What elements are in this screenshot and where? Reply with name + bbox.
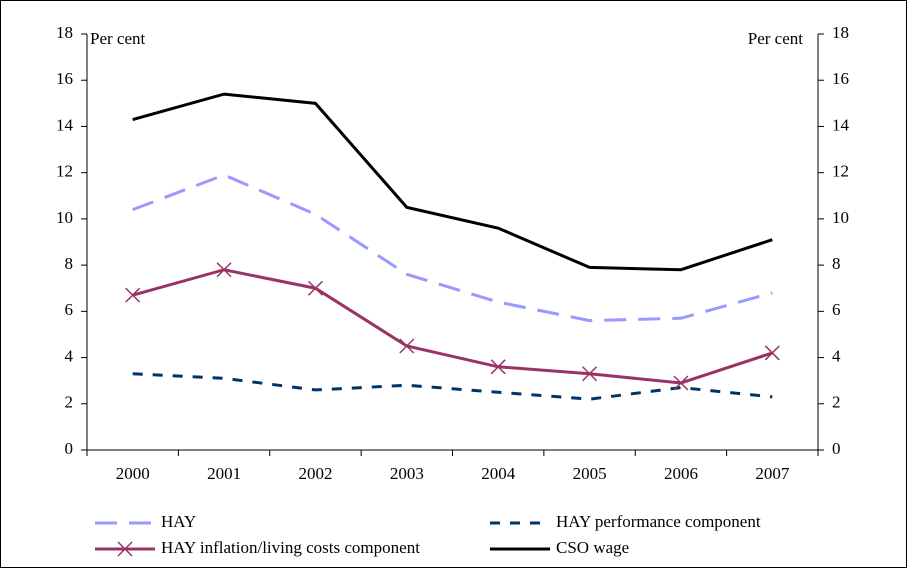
- x-tick-label: 2001: [207, 464, 241, 483]
- y-tick-label: 2: [65, 393, 74, 412]
- series-marker: [764, 345, 780, 361]
- series-line: [132, 173, 773, 323]
- series-marker: [673, 375, 689, 391]
- x-tick-label: 2000: [116, 464, 150, 483]
- x-tick-label: 2004: [481, 464, 516, 483]
- x-tick-label: 2002: [298, 464, 332, 483]
- y2-tick-label: 4: [832, 346, 841, 365]
- series-marker: [490, 359, 506, 375]
- series-marker: [399, 338, 415, 354]
- y2-tick-label: 18: [832, 23, 849, 42]
- y2-tick-label: 8: [832, 254, 841, 273]
- y-tick-label: 16: [56, 69, 73, 88]
- x-tick-label: 2006: [664, 464, 698, 483]
- y-tick-label: 10: [56, 208, 73, 227]
- y2-tick-label: 16: [832, 69, 849, 88]
- y-tick-label: 4: [65, 346, 74, 365]
- series-marker: [582, 366, 598, 382]
- y-tick-label: 6: [65, 300, 74, 319]
- y2-tick-label: 2: [832, 393, 841, 412]
- y-tick-label: 18: [56, 23, 73, 42]
- series-marker: [216, 262, 232, 278]
- series-line: [132, 372, 773, 401]
- x-tick-label: 2007: [755, 464, 790, 483]
- y2-tick-label: 12: [832, 162, 849, 181]
- legend-label: HAY: [161, 512, 196, 531]
- series-line: [132, 268, 773, 385]
- series-marker: [307, 280, 323, 296]
- y-tick-label: 0: [65, 439, 74, 458]
- y2-tick-label: 6: [832, 300, 841, 319]
- y2-tick-label: 14: [832, 115, 850, 134]
- x-tick-label: 2005: [573, 464, 607, 483]
- y2-axis-label: Per cent: [748, 29, 804, 48]
- legend-marker: [117, 541, 133, 557]
- y2-tick-label: 10: [832, 208, 849, 227]
- y-tick-label: 8: [65, 254, 74, 273]
- y-tick-label: 14: [56, 115, 74, 134]
- x-tick-label: 2003: [390, 464, 424, 483]
- series-line: [132, 92, 773, 272]
- y-tick-label: 12: [56, 162, 73, 181]
- y-axis-label: Per cent: [90, 29, 146, 48]
- legend-label: HAY performance component: [556, 512, 761, 531]
- legend-label: HAY inflation/living costs component: [161, 538, 420, 557]
- legend-label: CSO wage: [556, 538, 629, 557]
- y2-tick-label: 0: [832, 439, 841, 458]
- series-marker: [125, 287, 141, 303]
